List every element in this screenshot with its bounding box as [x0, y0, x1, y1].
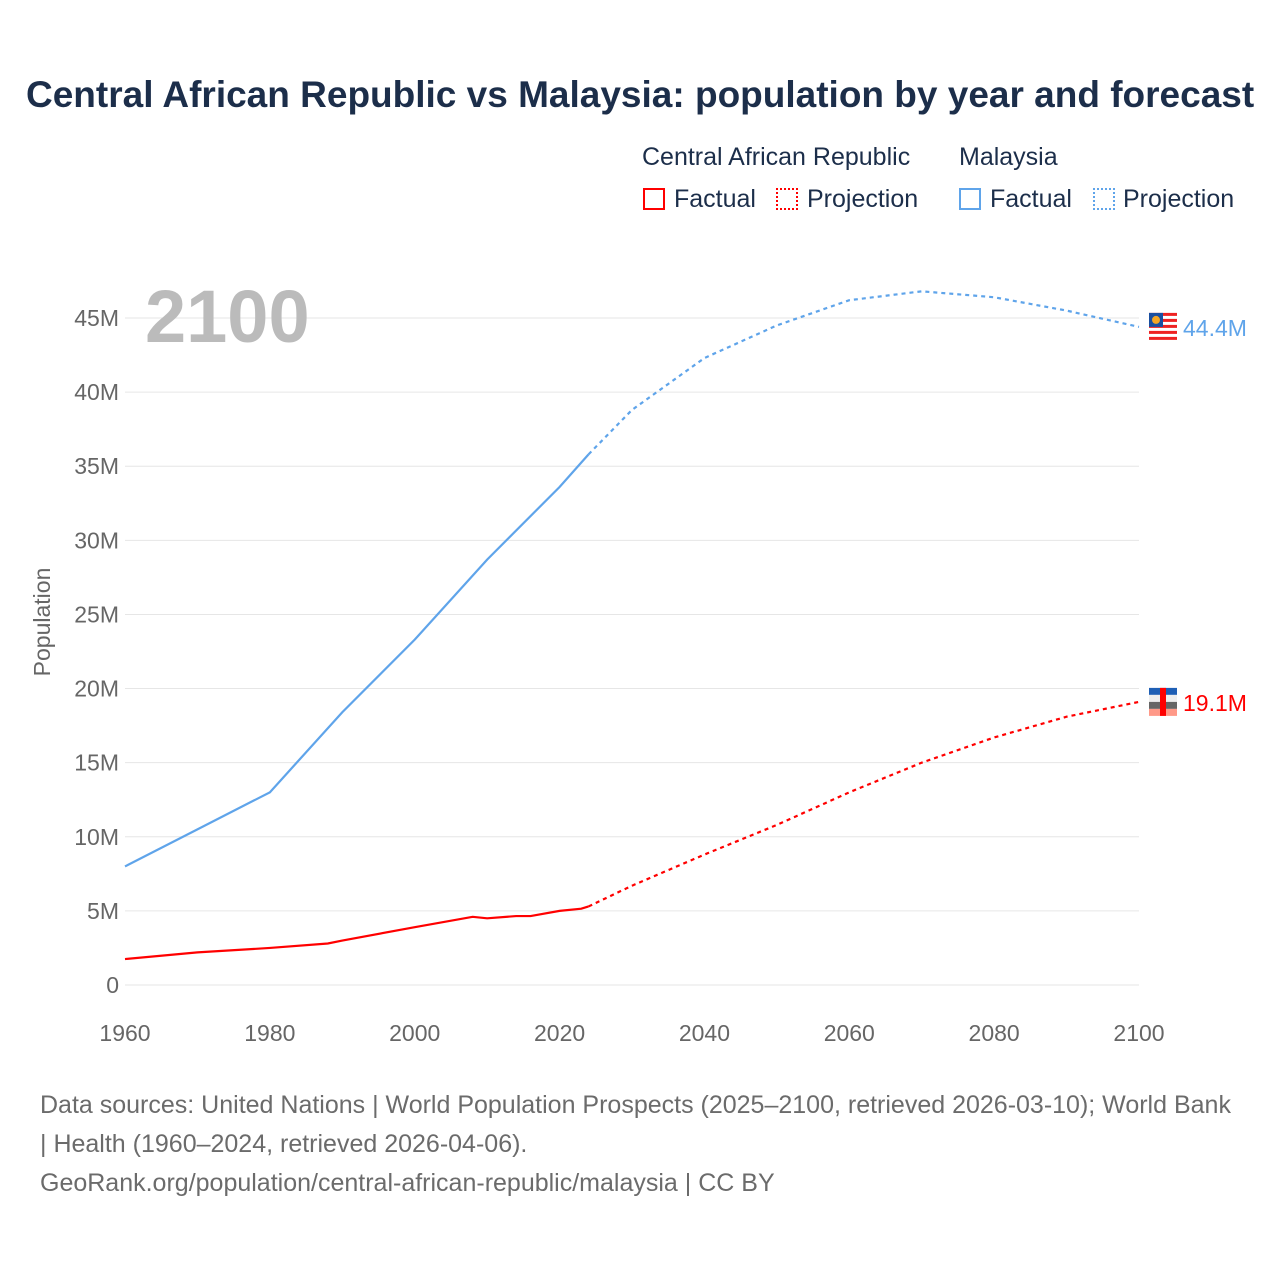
x-tick-label: 1980 [244, 1020, 295, 1046]
x-tick-label: 2100 [1113, 1020, 1164, 1046]
y-tick-label: 35M [74, 453, 119, 479]
legend-swatch-malaysia-projection [1093, 188, 1115, 210]
y-tick-label: 40M [74, 379, 119, 405]
y-tick-label: 25M [74, 601, 119, 627]
legend-group-car: Central African Republic [642, 143, 911, 171]
y-tick-label: 30M [74, 527, 119, 553]
line-car-factual [124, 905, 589, 961]
legend-car-projection[interactable]: Projection [807, 185, 919, 213]
y-tick-label: 15M [74, 750, 119, 776]
legend-swatch-car-factual [643, 188, 665, 210]
car-flag-icon [1160, 687, 1166, 716]
flag-stripe [1149, 336, 1177, 340]
legend-car-factual[interactable]: Factual [674, 185, 756, 213]
y-tick-label: 5M [87, 898, 119, 924]
y-tick-label: 45M [74, 305, 119, 331]
x-tick-label: 2000 [389, 1020, 440, 1046]
line-car-projection [588, 700, 1140, 908]
x-tick-label: 2040 [679, 1020, 730, 1046]
line-malaysia-factual [124, 453, 590, 868]
legend-swatch-car-projection [776, 188, 798, 210]
x-tick-label: 2060 [824, 1020, 875, 1046]
footer: Data sources: United Nations | World Pop… [40, 1086, 1240, 1203]
x-tick-label: 2080 [969, 1020, 1020, 1046]
end-label-car: 19.1M [1183, 690, 1247, 716]
legend-swatch-malaysia-factual [959, 188, 981, 210]
x-tick-label: 1960 [99, 1020, 150, 1046]
y-tick-label: 0 [106, 972, 119, 998]
flag-stripe [1149, 330, 1177, 334]
flag-crescent [1152, 315, 1160, 324]
y-axis-label: Population [29, 568, 55, 677]
plot-area: 0 5M 10M 15M 20M 25M 30M 35M 40M 45M 1960 1980 2000 2… [29, 275, 1247, 1046]
legend-malaysia-projection[interactable]: Projection [1123, 185, 1235, 213]
legend-group-malaysia: Malaysia [959, 143, 1058, 171]
line-malaysia-projection [587, 290, 1140, 456]
footer-link[interactable]: GeoRank.org/population/central-african-r… [40, 1169, 775, 1197]
y-tick-label: 10M [74, 824, 119, 850]
legend-malaysia-factual[interactable]: Factual [990, 185, 1072, 213]
end-label-malaysia: 44.4M [1183, 315, 1247, 341]
x-tick-label: 2020 [534, 1020, 585, 1046]
chart-title: Central African Republic vs Malaysia: po… [26, 74, 1255, 115]
y-tick-label: 20M [74, 676, 119, 702]
year-label: 2100 [145, 275, 310, 358]
footer-sources: Data sources: United Nations | World Pop… [40, 1091, 1231, 1158]
